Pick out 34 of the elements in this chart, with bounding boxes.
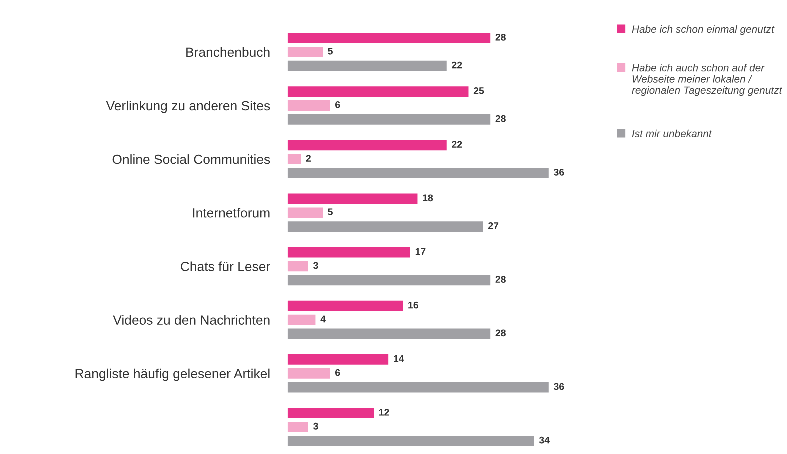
legend-label: Ist mir unbekannt: [632, 130, 712, 138]
data-label: 28: [496, 115, 506, 122]
data-label: 25: [474, 88, 484, 94]
data-label: 16: [408, 302, 418, 309]
data-label: 34: [539, 436, 550, 444]
data-label: 22: [452, 141, 462, 148]
data-label: 36: [554, 383, 564, 390]
data-label: 28: [496, 330, 506, 337]
data-label: 28: [496, 34, 506, 41]
y-tick-label: Online Social Communities: [112, 154, 270, 164]
data-label: 5: [328, 48, 333, 55]
y-tick-label: Internetforum: [193, 208, 270, 218]
data-label: 5: [328, 208, 333, 216]
data-label: 36: [554, 168, 564, 176]
data-label: 18: [423, 194, 434, 202]
y-tick-label: Videos zu den Nachrichten: [113, 315, 270, 325]
y-tick-label: Branchenbuch: [186, 47, 270, 58]
data-label: 4: [320, 316, 326, 323]
data-label: 3: [314, 422, 318, 430]
data-label: 3: [314, 262, 318, 270]
data-label: 17: [416, 248, 426, 256]
data-label: 2: [306, 155, 312, 162]
data-label: 14: [394, 356, 404, 362]
data-label: 28: [496, 276, 506, 284]
y-tick-label: Verlinkung zu anderen Sites: [106, 100, 270, 114]
data-label: 12: [379, 409, 390, 416]
y-tick-label: Rangliste häufig gelesener Artikel: [76, 368, 270, 382]
legend-label: Habe ich auch schon auf der Webseite meiner lokalen / regionalen Tageszeitung genutzt: [632, 64, 783, 96]
data-label: 27: [488, 222, 499, 230]
legend-label: Habe ich schon einmal genutzt: [632, 25, 775, 36]
data-label: 6: [336, 101, 340, 108]
y-tick-label: Chats für Leser: [181, 262, 270, 272]
data-label: 6: [336, 369, 340, 376]
data-label: 22: [452, 62, 462, 69]
